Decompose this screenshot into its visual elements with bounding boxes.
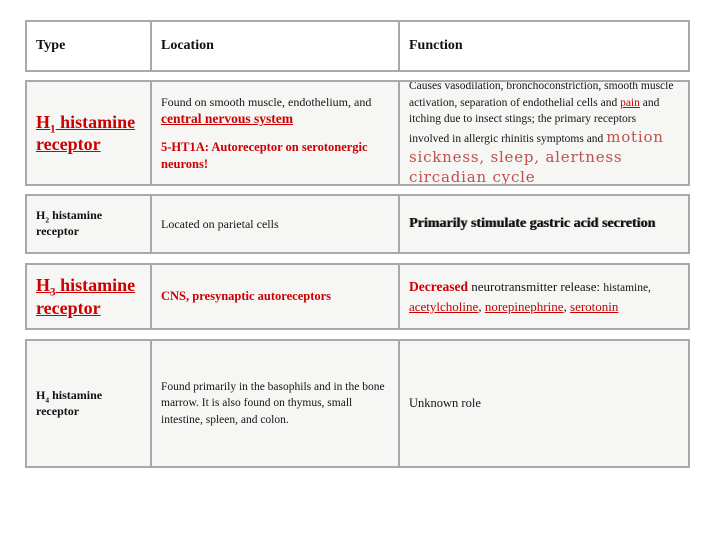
comma: , bbox=[478, 298, 485, 314]
histamine-text: histamine, bbox=[603, 281, 651, 294]
acetylcholine-link[interactable]: acetylcholine bbox=[409, 298, 479, 314]
h2-location-text: Located on parietal cells bbox=[161, 216, 279, 231]
h1-location-text: Found on smooth muscle, endothelium, and bbox=[161, 95, 372, 110]
h3-subscript: 3 bbox=[50, 286, 56, 299]
h3-function-cell: Decreased neurotransmitter release: hist… bbox=[398, 263, 690, 330]
h2-function-cell: Primarily stimulate gastric acid secreti… bbox=[398, 194, 690, 254]
h1-location-paragraph: Found on smooth muscle, endothelium, and… bbox=[161, 94, 389, 128]
header-label-function: Function bbox=[409, 38, 463, 53]
header-cell-function: Function bbox=[398, 20, 690, 72]
h1-function-text-2: and itching due to insect stings; the pr… bbox=[409, 96, 660, 145]
h3-location-text: CNS, presynaptic autoreceptors bbox=[161, 289, 332, 303]
h4-location-cell: Found primarily in the basophils and in … bbox=[150, 339, 400, 468]
h3-function-paragraph: Decreased neurotransmitter release: hist… bbox=[409, 277, 679, 317]
h4-receptor-label: H4 histamine receptor bbox=[36, 388, 141, 419]
h2-symbol: H bbox=[36, 208, 46, 223]
h1-function-highlight-2: circadian cycle bbox=[409, 168, 536, 186]
h1-name: histamine receptor bbox=[36, 111, 136, 155]
h4-name: histamine receptor bbox=[36, 387, 103, 418]
comma: , bbox=[563, 298, 571, 314]
cns-link[interactable]: central nervous system bbox=[161, 111, 293, 127]
h3-location-cell: CNS, presynaptic autoreceptors bbox=[150, 263, 400, 330]
norepinephrine-link[interactable]: norepinephrine bbox=[484, 298, 564, 314]
table-row-h1: H1 histamine receptor Found on smooth mu… bbox=[25, 80, 690, 186]
header-label-location: Location bbox=[161, 38, 214, 53]
table-row-h3: H3 histamine receptor CNS, presynaptic a… bbox=[25, 263, 690, 330]
h4-location-text: Found primarily in the basophils and in … bbox=[161, 381, 385, 426]
h1-symbol: H bbox=[36, 111, 51, 132]
header-row: Type Location Function bbox=[25, 20, 690, 72]
header-cell-location: Location bbox=[150, 20, 400, 72]
h3-name: histamine receptor bbox=[36, 275, 136, 318]
h4-function-cell: Unknown role bbox=[398, 339, 690, 468]
h4-symbol: H bbox=[36, 387, 46, 402]
h4-function-text: Unknown role bbox=[409, 396, 481, 410]
h1-type-cell: H1 histamine receptor bbox=[25, 80, 152, 186]
h1-function-text-1: Causes vasodilation, bronchoconstriction… bbox=[409, 80, 674, 109]
h2-name: histamine receptor bbox=[36, 208, 103, 238]
header-cell-type: Type bbox=[25, 20, 152, 72]
pain-link[interactable]: pain bbox=[620, 96, 640, 109]
h2-function-text: Primarily stimulate gastric acid secreti… bbox=[409, 216, 656, 231]
h2-subscript: 2 bbox=[45, 215, 50, 225]
histamine-receptor-table: Type Location Function H1 histamine rece… bbox=[25, 20, 690, 468]
h1-function-highlight-1: motion sickness, sleep, alertness bbox=[409, 127, 664, 167]
h2-type-cell: H2 histamine receptor bbox=[25, 194, 152, 254]
serotonin-link[interactable]: serotonin bbox=[570, 298, 619, 314]
h4-type-cell: H4 histamine receptor bbox=[25, 339, 152, 468]
h2-receptor-label: H2 histamine receptor bbox=[36, 208, 141, 239]
header-label-type: Type bbox=[36, 38, 66, 53]
table-row-h2: H2 histamine receptor Located on parieta… bbox=[25, 194, 690, 254]
h3-symbol: H bbox=[36, 275, 51, 295]
h1-autoreceptor-note: 5-HT1A: Autoreceptor on serotonergic neu… bbox=[161, 140, 368, 171]
h3-function-text: neurotransmitter release: bbox=[467, 278, 604, 294]
h1-function-cell: Causes vasodilation, bronchoconstriction… bbox=[398, 80, 690, 186]
h1-receptor-link[interactable]: H1 histamine receptor bbox=[36, 111, 141, 156]
h2-location-cell: Located on parietal cells bbox=[150, 194, 400, 254]
decreased-label: Decreased bbox=[409, 278, 468, 294]
h1-location-cell: Found on smooth muscle, endothelium, and… bbox=[150, 80, 400, 186]
h3-type-cell: H3 histamine receptor bbox=[25, 263, 152, 330]
h1-function-paragraph: Causes vasodilation, bronchoconstriction… bbox=[409, 80, 679, 186]
h3-receptor-link[interactable]: H3 histamine receptor bbox=[36, 274, 141, 319]
h4-subscript: 4 bbox=[45, 395, 50, 405]
table-row-h4: H4 histamine receptor Found primarily in… bbox=[25, 339, 690, 468]
h1-subscript: 1 bbox=[50, 123, 56, 136]
